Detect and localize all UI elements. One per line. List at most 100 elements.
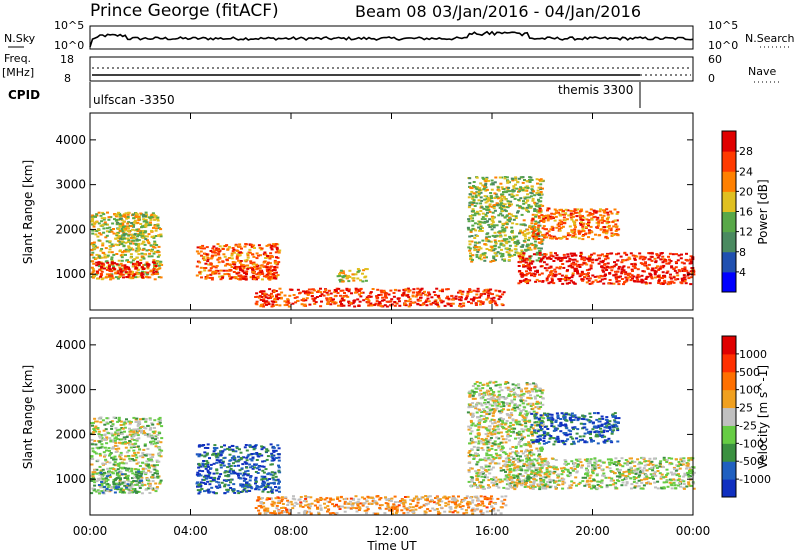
data-cell [519,229,523,232]
data-cell [256,499,260,502]
data-cell [545,269,549,272]
data-cell [409,503,413,506]
data-cell [108,270,112,272]
data-cell [232,483,236,486]
data-cell [204,483,208,485]
data-cell [253,445,257,448]
data-cell [483,254,487,257]
data-cell [571,281,575,284]
data-cell [276,274,280,277]
data-cell [275,246,279,249]
data-cell [495,195,499,198]
data-cell [254,482,257,485]
data-cell [557,211,561,214]
data-cell [209,263,213,266]
data-cell [154,270,158,273]
data-cell [523,235,527,238]
data-cell [95,261,99,264]
data-cell [564,276,568,279]
data-cell [105,417,109,420]
data-cell [255,273,259,276]
data-cell [243,264,247,267]
data-cell [280,507,283,509]
data-cell [485,176,489,179]
data-cell [90,439,94,441]
data-cell [480,218,484,221]
data-cell [471,214,474,217]
data-cell [94,233,98,236]
data-cell [482,505,486,507]
data-cell [675,262,678,265]
colorbar-segment [722,151,736,172]
data-cell [624,271,628,274]
data-cell [531,218,535,221]
data-cell [591,261,595,264]
data-cell [573,233,577,236]
data-cell [157,264,161,267]
data-cell [159,419,162,422]
data-cell [472,209,475,212]
data-cell [331,503,335,506]
data-cell [202,475,206,478]
data-cell [229,478,233,481]
data-cell [490,249,494,252]
data-cell [395,508,399,511]
data-cell [479,495,483,498]
data-cell [603,277,607,280]
data-cell [126,469,130,472]
data-cell [633,267,637,270]
data-cell [138,465,142,467]
data-cell [255,485,259,487]
data-cell [570,236,574,238]
data-cell [500,186,504,189]
data-cell [127,227,130,230]
data-cell [341,289,345,292]
data-cell [274,300,277,303]
data-cell [238,261,242,264]
data-cell [98,436,102,439]
data-cell [100,270,104,273]
data-cell [460,293,464,296]
data-cell [233,491,237,494]
data-cell [249,475,253,478]
data-cell [467,228,471,231]
data-cell [597,222,601,225]
data-cell [333,291,337,294]
data-cell [107,218,111,221]
data-cell [235,447,239,450]
data-cell [156,216,160,219]
data-cell [122,437,126,440]
data-cell [248,484,252,487]
data-cell [544,216,547,219]
data-cell [289,500,293,503]
data-cell [588,277,592,280]
data-cell [110,251,114,254]
data-cell [253,466,256,469]
data-cell [213,251,217,254]
data-cell [141,248,145,251]
data-cell [123,467,127,470]
data-cell [493,235,497,238]
data-cell [548,274,552,277]
data-cell [570,262,574,265]
data-cell [125,217,128,220]
data-cell [384,507,388,510]
data-cell [103,471,106,474]
data-cell [519,197,523,200]
data-cell [526,232,530,235]
data-cell [241,474,245,477]
data-cell [542,225,546,228]
data-cell [479,228,482,230]
data-cell [533,273,537,276]
data-cell [250,459,254,462]
data-cell [352,299,356,302]
data-cell [487,205,491,208]
data-cell [241,485,244,488]
data-cell [509,200,513,203]
data-cell [520,206,524,209]
data-cell [255,263,258,266]
data-cell [129,256,133,259]
data-cell [478,223,482,226]
data-cell [393,304,397,307]
data-cell [364,279,368,282]
